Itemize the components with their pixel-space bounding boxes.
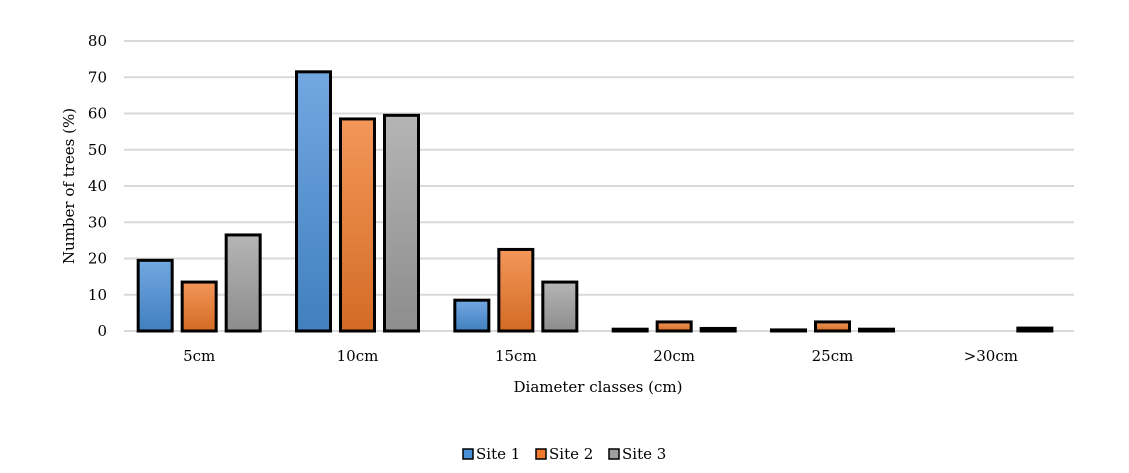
y-tick-label: 50 bbox=[88, 141, 107, 159]
y-tick-label: 20 bbox=[88, 250, 107, 268]
y-axis-ticks: 0 10 20 30 40 50 60 70 80 bbox=[88, 32, 107, 340]
bar-site-2-4 bbox=[814, 320, 851, 333]
legend-label: Site 2 bbox=[549, 445, 593, 463]
bar-site-3-5 bbox=[1016, 326, 1054, 333]
legend-swatch bbox=[535, 448, 547, 460]
y-tick-label: 30 bbox=[88, 213, 107, 231]
bar-site-1-1 bbox=[295, 70, 332, 333]
y-tick-label: 70 bbox=[88, 68, 107, 86]
x-tick-label: 15cm bbox=[495, 347, 537, 365]
x-tick-label: >30cm bbox=[964, 347, 1018, 365]
bar-site-1-2 bbox=[453, 298, 491, 333]
bar-site-1-0 bbox=[136, 258, 174, 333]
bar-site-3-4 bbox=[858, 327, 895, 333]
x-tick-label: 20cm bbox=[653, 347, 695, 365]
bar-site-1-3 bbox=[611, 327, 649, 333]
y-tick-label: 10 bbox=[88, 286, 107, 304]
x-tick-label: 10cm bbox=[337, 347, 379, 365]
bar-site-3-0 bbox=[224, 233, 262, 333]
bar-site-3-1 bbox=[383, 113, 420, 333]
bar-site-3-2 bbox=[541, 280, 579, 333]
bars bbox=[136, 70, 1054, 333]
bar-site-3-3 bbox=[699, 326, 737, 333]
y-tick-label: 0 bbox=[97, 322, 107, 340]
bar-site-2-1 bbox=[339, 117, 376, 333]
gridlines bbox=[124, 40, 1074, 332]
x-axis-ticks: 5cm 10cm 15cm 20cm 25cm >30cm bbox=[183, 347, 1018, 365]
legend-label: Site 3 bbox=[622, 445, 666, 463]
bar-site-2-0 bbox=[180, 280, 218, 333]
y-tick-label: 40 bbox=[88, 177, 107, 195]
legend: Site 1 Site 2 Site 3 bbox=[462, 445, 666, 463]
bar-site-1-4 bbox=[770, 328, 807, 333]
legend-swatch bbox=[608, 448, 620, 460]
legend-swatch bbox=[462, 448, 474, 460]
x-tick-label: 5cm bbox=[183, 347, 215, 365]
bar-site-2-2 bbox=[497, 247, 535, 333]
y-tick-label: 80 bbox=[88, 32, 107, 50]
x-axis-title: Diameter classes (cm) bbox=[514, 378, 683, 396]
legend-label: Site 1 bbox=[476, 445, 520, 463]
bar-site-2-3 bbox=[655, 320, 693, 333]
y-axis-title: Number of trees (%) bbox=[60, 108, 78, 264]
x-tick-label: 25cm bbox=[812, 347, 854, 365]
y-tick-label: 60 bbox=[88, 105, 107, 123]
